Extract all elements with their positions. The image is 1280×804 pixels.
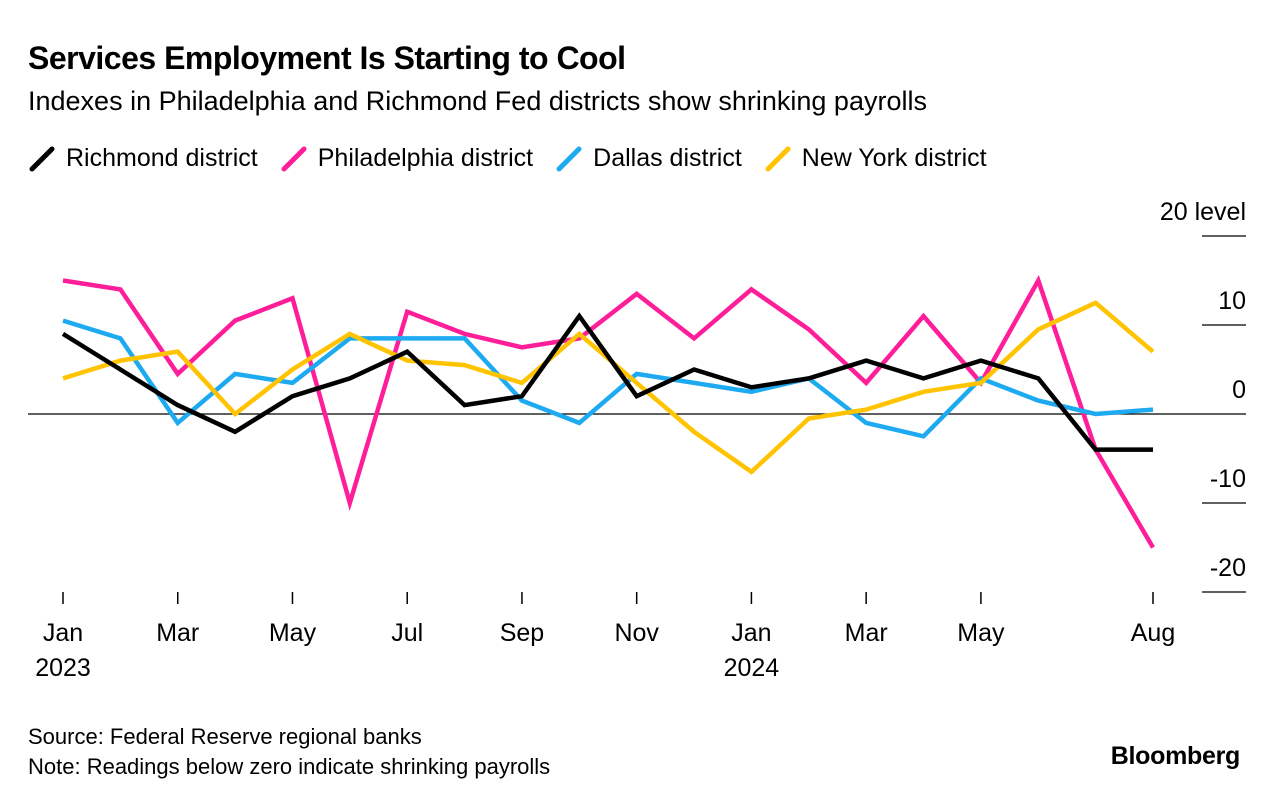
legend-item-new-york-district: New York district bbox=[764, 144, 987, 173]
series-line-philadelphia-district bbox=[62, 274, 1155, 549]
x-tick-label: Nov bbox=[614, 619, 659, 647]
series-line-richmond-district bbox=[61, 312, 1153, 452]
legend-label: Dallas district bbox=[593, 144, 742, 172]
x-tick-label: Jul bbox=[391, 619, 423, 647]
series-line-dallas-district bbox=[62, 318, 1154, 439]
legend-label: Richmond district bbox=[66, 144, 258, 172]
legend-label: Philadelphia district bbox=[317, 144, 534, 172]
legend-label: New York district bbox=[801, 144, 987, 172]
legend-swatch bbox=[765, 146, 791, 171]
legend-swatch bbox=[556, 146, 582, 171]
x-tick-label: Sep bbox=[500, 619, 544, 647]
legend-item-richmond-district: Richmond district bbox=[28, 144, 258, 173]
y-tick-label: 10 bbox=[1218, 287, 1246, 315]
y-tick-label: -20 bbox=[1210, 554, 1246, 582]
x-tick-label: Aug bbox=[1131, 619, 1175, 647]
x-tick-year-label: 2023 bbox=[35, 654, 91, 682]
chart-subtitle: Indexes in Philadelphia and Richmond Fed… bbox=[28, 86, 927, 116]
x-tick-label: May bbox=[269, 619, 317, 647]
x-tick-label: Jan bbox=[43, 619, 83, 647]
chart-title: Services Employment Is Starting to Cool bbox=[28, 40, 626, 76]
source-note: Source: Federal Reserve regional banks bbox=[28, 724, 422, 749]
y-tick-label: 0 bbox=[1232, 376, 1246, 404]
x-tick-label: Jan bbox=[731, 619, 771, 647]
x-tick-label: Mar bbox=[156, 619, 199, 647]
readings-note: Note: Readings below zero indicate shrin… bbox=[28, 754, 551, 779]
y-tick-label: -10 bbox=[1210, 465, 1246, 493]
legend-item-dallas-district: Dallas district bbox=[555, 144, 742, 173]
y-tick-label: 20 level bbox=[1160, 198, 1246, 226]
legend-swatch bbox=[281, 146, 307, 171]
legend: Richmond district Philadelphia district Da… bbox=[28, 144, 1009, 173]
footer-notes: Source: Federal Reserve regional banks N… bbox=[28, 722, 550, 782]
legend-swatch bbox=[29, 146, 55, 171]
bloomberg-logo: Bloomberg bbox=[1110, 742, 1241, 770]
x-tick-year-label: 2024 bbox=[724, 654, 780, 682]
legend-item-philadelphia-district: Philadelphia district bbox=[280, 144, 533, 173]
x-tick-label: May bbox=[957, 619, 1005, 647]
x-tick-label: Mar bbox=[845, 619, 888, 647]
